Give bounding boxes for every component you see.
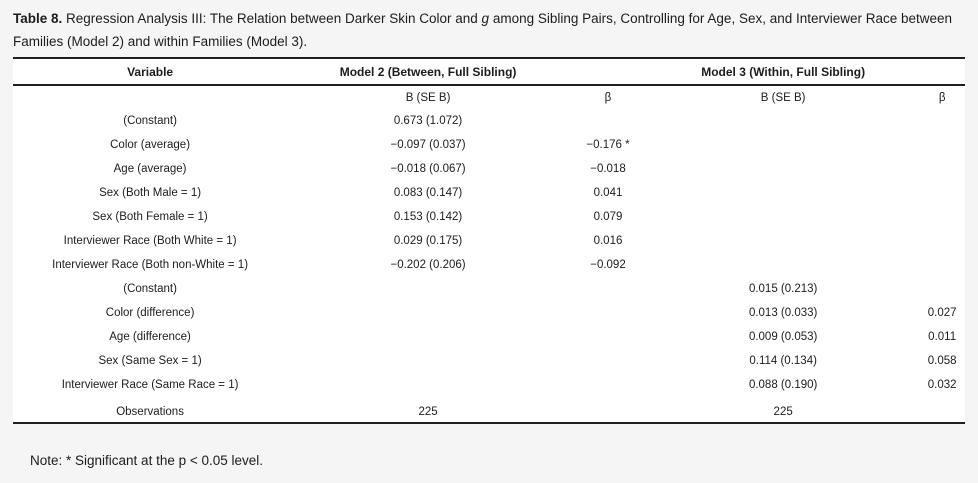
table-row: Sex (Both Female = 1) 0.153 (0.142) 0.07… <box>13 205 965 229</box>
variable-label: Color (difference) <box>105 307 195 319</box>
m2-beta-value <box>569 325 647 349</box>
table-row: Interviewer Race (Both White = 1) 0.029 … <box>13 229 965 253</box>
m2-b-value: 0.083 (0.147) <box>393 187 463 199</box>
table-row: Color (average) −0.097 (0.037) −0.176 * <box>13 133 965 157</box>
title-text-before: Regression Analysis III: The Relation be… <box>66 11 478 26</box>
m2-beta-value <box>569 277 647 301</box>
m2-beta-value <box>569 301 647 325</box>
stat-header-m3-beta: β <box>938 91 946 104</box>
title-text-after: among Sibling Pairs, Controlling for Age… <box>13 11 953 49</box>
variable-label: Interviewer Race (Same Race = 1) <box>61 379 239 391</box>
variable-label: (Constant) <box>123 115 177 127</box>
observations-label: Observations <box>116 406 184 418</box>
m2-beta-value <box>569 349 647 373</box>
m2-b-value: −0.097 (0.037) <box>390 139 466 151</box>
variable-label: Age (average) <box>113 163 187 175</box>
m3-beta-value <box>919 253 965 277</box>
stat-header-m2-beta: β <box>604 91 612 104</box>
table-panel: Variable Model 2 (Between, Full Sibling)… <box>13 57 965 424</box>
table-row: (Constant) 0.673 (1.072) <box>13 109 965 133</box>
m2-b-value: 0.029 (0.175) <box>393 235 463 247</box>
m3-beta-value: 0.027 <box>927 307 957 319</box>
m3-b-value <box>647 109 919 133</box>
variable-label: Color (average) <box>110 139 191 151</box>
stat-header-m3-b: B (SE B) <box>760 91 806 104</box>
m3-beta-value <box>919 229 965 253</box>
m3-b-value: 0.088 (0.190) <box>748 379 818 391</box>
variable-label: Interviewer Race (Both White = 1) <box>63 235 237 247</box>
m2-b-value <box>287 325 569 349</box>
m2-b-value <box>287 373 569 397</box>
m2-beta-value: −0.018 <box>590 163 626 175</box>
table-row: Age (average) −0.018 (0.067) −0.018 <box>13 157 965 181</box>
variable-label: (Constant) <box>123 283 177 295</box>
m3-b-value <box>647 133 919 157</box>
m3-beta-value <box>919 109 965 133</box>
m2-b-value: 0.153 (0.142) <box>393 211 463 223</box>
variable-label: Sex (Same Sex = 1) <box>98 355 202 367</box>
table-row: Sex (Both Male = 1) 0.083 (0.147) 0.041 <box>13 181 965 205</box>
table-row: (Constant) 0.015 (0.213) <box>13 277 965 301</box>
header-row-models: Variable Model 2 (Between, Full Sibling)… <box>13 59 965 86</box>
m3-beta-value <box>919 277 965 301</box>
col-header-model3: Model 3 (Within, Full Sibling) <box>647 59 920 86</box>
variable-label: Age (difference) <box>109 331 191 343</box>
m3-b-value <box>647 205 919 229</box>
m2-beta-value: −0.176 * <box>586 139 630 151</box>
table-row: Interviewer Race (Both non-White = 1) −0… <box>13 253 965 277</box>
observations-row: Observations 225 225 <box>13 397 965 422</box>
observations-m2-value: 225 <box>418 406 438 418</box>
m3-b-value: 0.009 (0.053) <box>748 331 818 343</box>
title-italic-term: g <box>481 11 490 26</box>
m2-b-value <box>287 301 569 325</box>
observations-m2-beta <box>569 397 647 422</box>
m3-beta-value: 0.032 <box>927 379 957 391</box>
observations-m3-beta <box>919 397 965 422</box>
m2-b-value: 0.673 (1.072) <box>393 115 463 127</box>
col-header-variable: Variable <box>13 59 288 86</box>
table-row: Color (difference) 0.013 (0.033) 0.027 <box>13 301 965 325</box>
m3-b-value: 0.013 (0.033) <box>748 307 818 319</box>
col-header-empty-1 <box>568 59 648 86</box>
m3-b-value <box>647 157 919 181</box>
m2-beta-value <box>569 109 647 133</box>
stat-header-empty <box>13 85 287 109</box>
m3-b-value <box>647 253 919 277</box>
variable-label: Interviewer Race (Both non-White = 1) <box>52 259 249 271</box>
m3-beta-value: 0.058 <box>927 355 957 367</box>
m2-beta-value: 0.041 <box>593 187 623 199</box>
table-number-label: Table 8. <box>13 11 63 26</box>
regression-table: Variable Model 2 (Between, Full Sibling)… <box>13 59 965 422</box>
m3-b-value <box>647 181 919 205</box>
m3-beta-value <box>919 157 965 181</box>
m3-beta-value <box>919 133 965 157</box>
observations-m3-value: 225 <box>773 406 793 418</box>
m3-beta-value <box>919 205 965 229</box>
table-row: Sex (Same Sex = 1) 0.114 (0.134) 0.058 <box>13 349 965 373</box>
m2-beta-value <box>569 373 647 397</box>
header-row-stats: B (SE B) β B (SE B) β <box>13 85 965 109</box>
col-header-empty-2 <box>919 59 965 86</box>
m3-b-value: 0.015 (0.213) <box>748 283 818 295</box>
table-title: Table 8. Regression Analysis III: The Re… <box>13 7 965 53</box>
m3-beta-value: 0.011 <box>928 331 957 343</box>
table-row: Age (difference) 0.009 (0.053) 0.011 <box>13 325 965 349</box>
m2-b-value <box>287 349 569 373</box>
variable-label: Sex (Both Male = 1) <box>99 187 202 199</box>
m3-b-value <box>647 229 919 253</box>
significance-note: Note: * Significant at the p < 0.05 leve… <box>30 453 264 468</box>
m2-beta-value: 0.016 <box>593 235 623 247</box>
col-header-model2: Model 2 (Between, Full Sibling) <box>287 59 569 86</box>
m2-beta-value: 0.079 <box>593 211 623 223</box>
m3-b-value: 0.114 (0.134) <box>749 355 817 367</box>
m2-beta-value: −0.092 <box>590 259 626 271</box>
m2-b-value: −0.018 (0.067) <box>390 163 466 175</box>
m3-beta-value <box>919 181 965 205</box>
stat-header-m2-b: B (SE B) <box>405 91 451 104</box>
table-row: Interviewer Race (Same Race = 1) 0.088 (… <box>13 373 965 397</box>
m2-b-value: −0.202 (0.206) <box>390 259 466 271</box>
m2-b-value <box>287 277 569 301</box>
variable-label: Sex (Both Female = 1) <box>92 211 208 223</box>
